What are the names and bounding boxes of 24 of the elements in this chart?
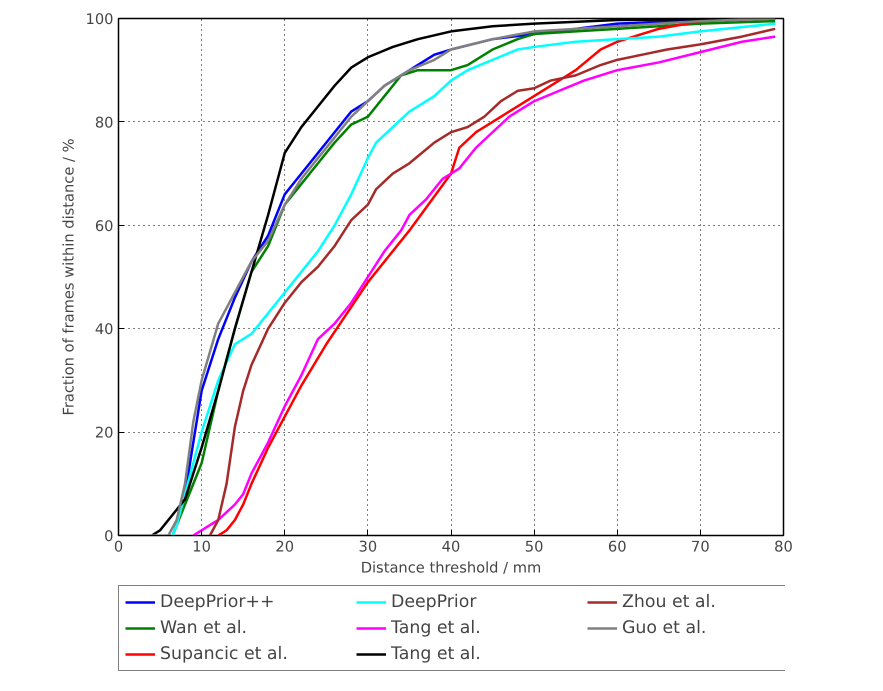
x-tick-label: 60 [608, 538, 627, 556]
x-tick-label: 10 [192, 538, 211, 556]
x-tick-label: 30 [358, 538, 378, 556]
legend-label: DeepPrior [391, 592, 478, 612]
y-tick-label: 100 [86, 11, 114, 28]
y-tick-label: 80 [94, 114, 114, 132]
x-tick-label: 20 [275, 538, 294, 556]
x-tick-label: 40 [442, 538, 460, 556]
x-tick-label: 80 [774, 538, 793, 556]
legend-label: Zhou et al. [622, 592, 717, 612]
y-tick-label: 60 [94, 218, 114, 235]
y-tick-label: 20 [94, 424, 114, 442]
x-tick-label: 50 [524, 538, 544, 556]
y-tick-label: 0 [104, 528, 114, 545]
legend-label: DeepPrior++ [160, 592, 276, 612]
y-tick-label: 40 [94, 321, 114, 338]
x-axis-title: Distance threshold / mm [360, 560, 542, 576]
legend-label: Guo et al. [622, 618, 708, 638]
y-axis-title: Fraction of frames within distance / % [60, 138, 78, 416]
legend-label: Wan et al. [160, 618, 248, 638]
x-tick-label: 70 [691, 538, 710, 556]
legend-label: Tang et al. [391, 618, 482, 638]
legend-label: Tang et al. [391, 644, 482, 664]
legend-label: Supancic et al. [160, 644, 289, 664]
